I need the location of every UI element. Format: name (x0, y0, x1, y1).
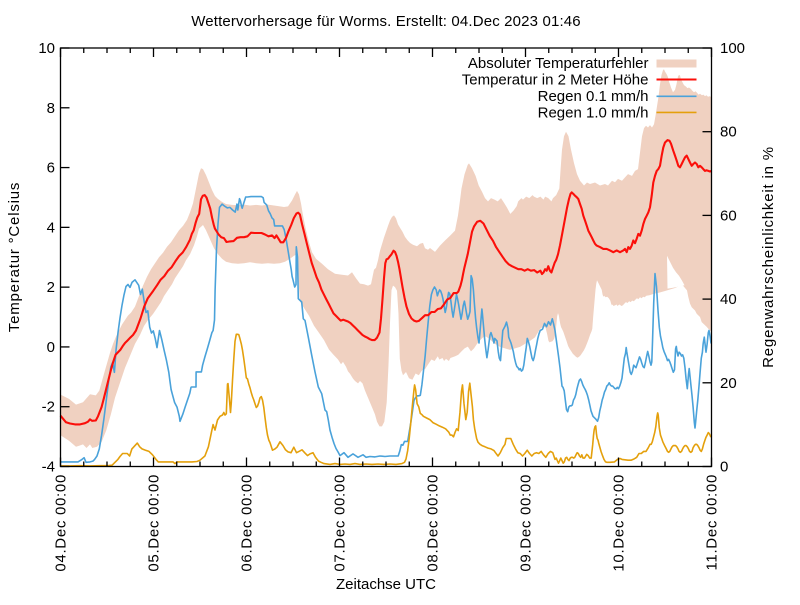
svg-text:05.Dec 00:00: 05.Dec 00:00 (146, 474, 163, 572)
svg-text:Temperatur in 2 Meter Höhe: Temperatur in 2 Meter Höhe (462, 72, 649, 89)
svg-text:-4: -4 (42, 459, 55, 476)
svg-text:06.Dec 00:00: 06.Dec 00:00 (239, 474, 256, 572)
svg-text:6: 6 (47, 160, 55, 177)
svg-text:40: 40 (720, 291, 737, 308)
svg-text:0: 0 (47, 339, 55, 356)
svg-text:09.Dec 00:00: 09.Dec 00:00 (518, 474, 535, 572)
svg-text:Absoluter Temperaturfehler: Absoluter Temperaturfehler (468, 55, 649, 72)
svg-text:Temperatur °Celsius: Temperatur °Celsius (6, 182, 23, 332)
svg-text:60: 60 (720, 207, 737, 224)
svg-text:Regenwahrscheinlichkeit in %: Regenwahrscheinlichkeit in % (760, 146, 777, 368)
svg-text:Regen 0.1 mm/h: Regen 0.1 mm/h (538, 88, 649, 105)
svg-text:-2: -2 (42, 399, 55, 416)
svg-text:8: 8 (47, 100, 55, 117)
svg-text:80: 80 (720, 124, 737, 141)
svg-text:11.Dec 00:00: 11.Dec 00:00 (704, 474, 721, 571)
svg-text:07.Dec 00:00: 07.Dec 00:00 (332, 474, 349, 572)
svg-text:4: 4 (47, 219, 55, 236)
svg-text:08.Dec 00:00: 08.Dec 00:00 (425, 474, 442, 572)
svg-text:Regen 1.0 mm/h: Regen 1.0 mm/h (538, 105, 649, 122)
svg-text:Zeitachse UTC: Zeitachse UTC (336, 576, 436, 593)
svg-text:10.Dec 00:00: 10.Dec 00:00 (611, 474, 628, 572)
svg-text:04.Dec 00:00: 04.Dec 00:00 (53, 474, 70, 572)
svg-text:Wettervorhersage für Worms. Er: Wettervorhersage für Worms. Erstellt: 04… (191, 13, 581, 30)
svg-text:10: 10 (38, 40, 55, 57)
svg-text:100: 100 (720, 40, 745, 57)
svg-text:0: 0 (720, 459, 728, 476)
svg-text:20: 20 (720, 375, 737, 392)
svg-text:2: 2 (47, 279, 55, 296)
